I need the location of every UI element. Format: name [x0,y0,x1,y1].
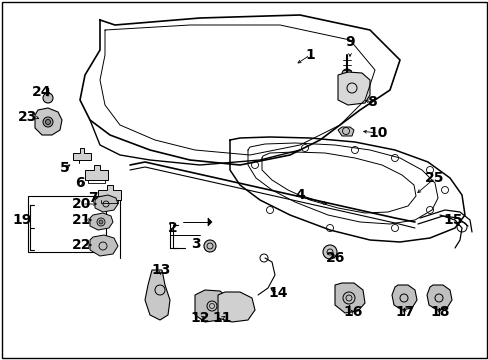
Text: 26: 26 [325,251,345,265]
Text: 23: 23 [18,110,38,124]
Polygon shape [337,127,353,136]
Polygon shape [95,195,118,212]
Text: 19: 19 [12,213,32,227]
Text: 11: 11 [212,311,231,325]
Polygon shape [98,185,121,200]
Text: 22: 22 [72,238,92,252]
Text: 21: 21 [72,213,92,227]
Polygon shape [426,285,451,310]
Text: 2: 2 [168,221,178,235]
Text: 13: 13 [151,263,170,277]
Text: 8: 8 [366,95,376,109]
Circle shape [45,120,50,125]
Text: 3: 3 [191,237,201,251]
Text: 14: 14 [268,286,287,300]
Text: 4: 4 [295,188,304,202]
Text: 25: 25 [425,171,444,185]
Polygon shape [334,283,364,313]
Circle shape [341,69,351,79]
Text: 17: 17 [394,305,414,319]
Text: 7: 7 [88,191,98,205]
Circle shape [43,93,53,103]
Polygon shape [145,270,170,320]
Text: 12: 12 [190,311,209,325]
Polygon shape [35,108,62,135]
Polygon shape [195,290,227,322]
Polygon shape [85,165,108,180]
Circle shape [203,240,216,252]
Polygon shape [90,235,118,256]
Text: 18: 18 [429,305,449,319]
Polygon shape [337,72,369,105]
Polygon shape [207,218,212,226]
Text: 16: 16 [343,305,362,319]
Circle shape [99,220,103,224]
Polygon shape [218,292,254,322]
Text: 15: 15 [442,213,462,227]
Text: 10: 10 [367,126,387,140]
Text: 9: 9 [345,35,354,49]
Text: 24: 24 [32,85,52,99]
Bar [28,196,106,252]
Circle shape [43,117,53,127]
Text: 5: 5 [60,161,70,175]
Text: 20: 20 [72,197,92,211]
Circle shape [323,245,336,259]
Text: 1: 1 [305,48,314,62]
Polygon shape [73,148,91,160]
Polygon shape [90,213,113,230]
Text: 6: 6 [75,176,84,190]
Polygon shape [391,285,416,310]
